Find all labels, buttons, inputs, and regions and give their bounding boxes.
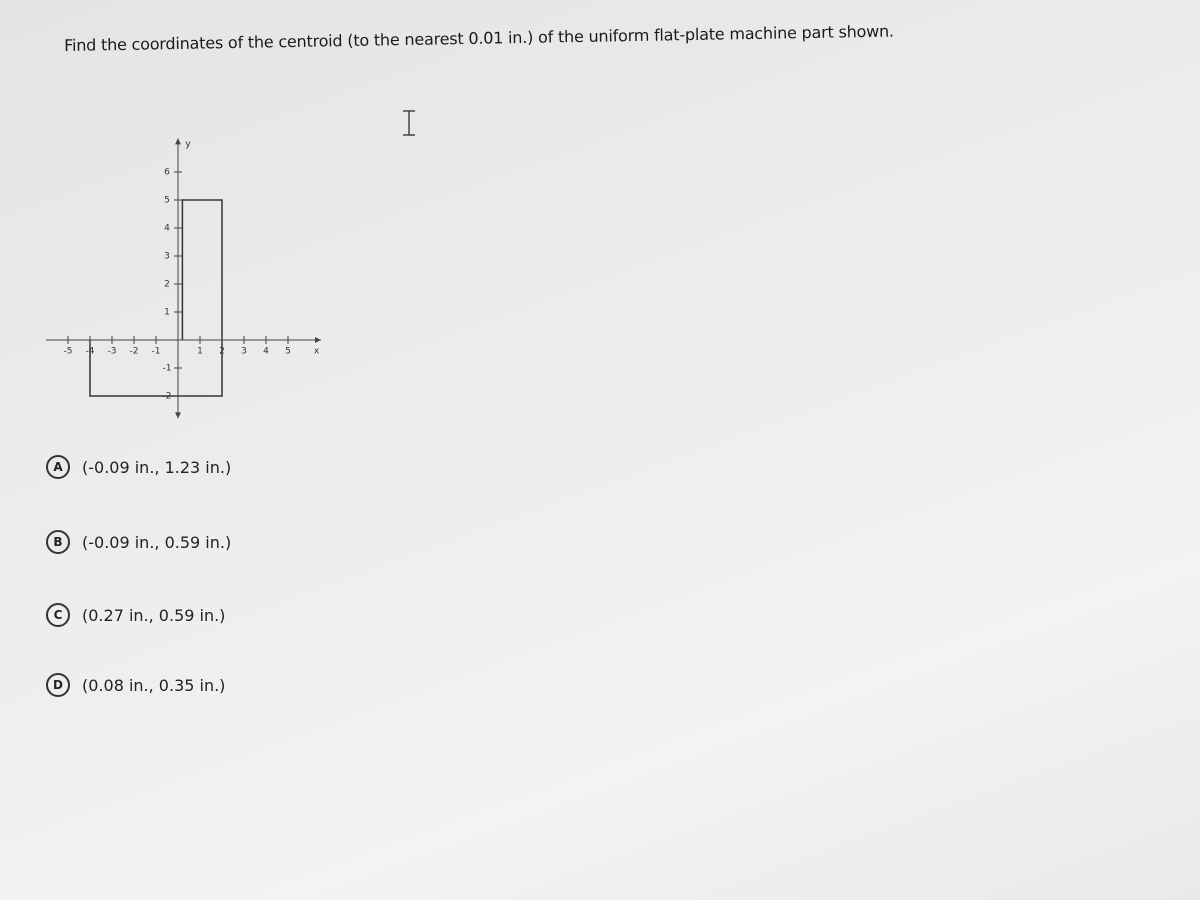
answer-option[interactable]: A (-0.09 in., 1.23 in.) [46,455,231,479]
x-tick-label: -4 [86,347,95,357]
x-axis-label: x [314,347,320,357]
answer-option[interactable]: D (0.08 in., 0.35 in.) [46,673,225,697]
x-tick-label: -2 [130,347,139,357]
answer-option[interactable]: C (0.27 in., 0.59 in.) [46,603,225,627]
x-arrow [315,337,321,343]
answer-option[interactable]: B (-0.09 in., 0.59 in.) [46,530,231,554]
option-text: (0.08 in., 0.35 in.) [82,675,226,695]
x-tick-label: 3 [241,347,247,357]
question-text: Find the coordinates of the centroid (to… [64,21,895,55]
option-letter: B [46,530,70,554]
option-text: (-0.09 in., 1.23 in.) [82,457,232,477]
x-tick-label: 1 [197,347,203,357]
y-tick-label: 5 [164,196,170,206]
option-letter: C [46,603,70,627]
y-tick-label: -1 [163,364,172,374]
y-tick-label: 2 [164,280,170,290]
x-tick-label: 5 [285,347,291,357]
x-tick-label: -3 [108,347,117,357]
x-tick-label: 4 [263,347,269,357]
option-letter: A [46,455,70,479]
machine-part [89,199,223,397]
figure: -5 -4 -3 -2 -1 1 2 3 4 5 x 6 5 4 3 2 1 -1 -2 y [46,138,321,419]
y-tick-label: 1 [164,308,170,318]
y-tick-label: -2 [163,392,172,402]
y-tick-label: 3 [164,252,170,262]
option-text: (-0.09 in., 0.59 in.) [82,532,232,552]
y-tick-label: 4 [164,224,170,234]
text-cursor [403,110,415,136]
option-text: (0.27 in., 0.59 in.) [82,605,226,625]
x-tick-label: 2 [219,347,225,357]
y-axis-label: y [185,140,191,150]
y-tick-label: 6 [164,168,170,178]
option-letter: D [46,673,70,697]
x-tick-label: -1 [152,347,161,357]
x-tick-label: -5 [64,347,73,357]
